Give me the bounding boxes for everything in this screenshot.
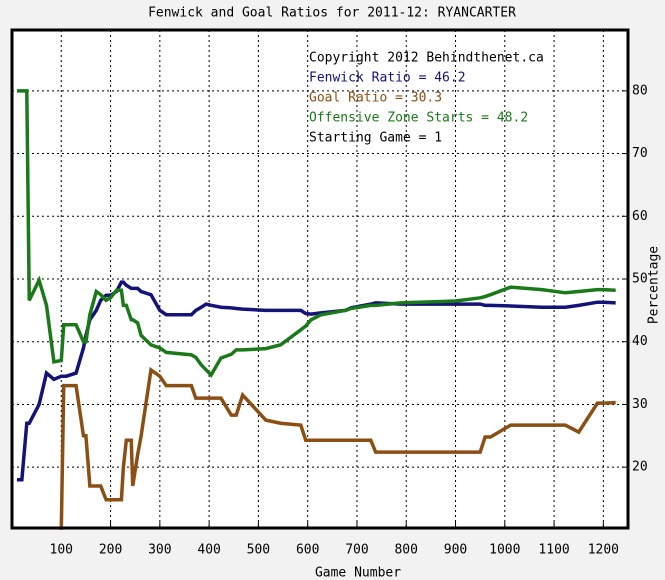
x-tick-label: 1100 bbox=[538, 543, 569, 558]
x-tick-label: 700 bbox=[345, 543, 368, 558]
legend-entry: Offensive Zone Starts = 48.2 bbox=[309, 111, 528, 126]
x-tick-label: 800 bbox=[394, 543, 417, 558]
x-tick-label: 500 bbox=[247, 543, 270, 558]
y-tick-label: 50 bbox=[632, 272, 648, 287]
line-series bbox=[16, 280, 616, 482]
legend-entry: Goal Ratio = 30.3 bbox=[309, 91, 442, 106]
annotation: Copyright 2012 Behindthenet.ca bbox=[309, 51, 544, 66]
y-tick-label: 60 bbox=[632, 209, 648, 224]
x-tick-label: 200 bbox=[99, 543, 122, 558]
chart-title: Fenwick and Goal Ratios for 2011-12: RYA… bbox=[148, 6, 516, 21]
x-tick-label: 900 bbox=[444, 543, 467, 558]
x-tick-label: 600 bbox=[296, 543, 319, 558]
x-tick-label: 300 bbox=[148, 543, 171, 558]
x-axis-label: Game Number bbox=[315, 566, 401, 580]
y-tick-label: 80 bbox=[632, 83, 648, 98]
x-tick-label: 1000 bbox=[489, 543, 520, 558]
line-series bbox=[16, 89, 616, 378]
line-series bbox=[59, 366, 616, 530]
x-tick-label: 400 bbox=[197, 543, 220, 558]
y-tick-label: 20 bbox=[632, 460, 648, 475]
y-axis-label: Percentage bbox=[647, 246, 662, 324]
plot-area bbox=[12, 30, 628, 528]
plot-frame bbox=[10, 28, 630, 530]
x-tick-label: 1200 bbox=[588, 543, 619, 558]
y-tick-label: 70 bbox=[632, 146, 648, 161]
x-tick-label: 100 bbox=[50, 543, 73, 558]
annotation: Starting Game = 1 bbox=[309, 131, 442, 146]
legend-entry: Fenwick Ratio = 46.2 bbox=[309, 71, 466, 86]
y-tick-label: 30 bbox=[632, 397, 648, 412]
y-tick-label: 40 bbox=[632, 334, 648, 349]
